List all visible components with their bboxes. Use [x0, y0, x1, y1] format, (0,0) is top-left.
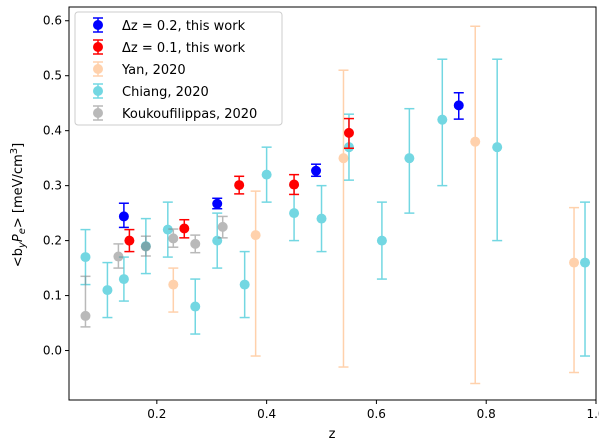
legend-entry: Koukoufilippas, 2020: [93, 105, 257, 122]
series-group: [124, 117, 354, 253]
data-point: [102, 285, 113, 296]
legend-entry: Δz = 0.2, this work: [93, 17, 246, 34]
data-point: [118, 274, 129, 285]
data-point: [239, 279, 250, 290]
plot-frame: [68, 6, 597, 401]
legend-marker: [93, 39, 103, 55]
legend-label: Δz = 0.1, this work: [122, 41, 246, 56]
data-point: [234, 180, 245, 191]
y-tick-label: 0.1: [43, 289, 62, 303]
legend-label: Δz = 0.2, this work: [122, 19, 246, 34]
data-point: [343, 127, 354, 138]
data-point: [124, 235, 135, 246]
legend-marker: [93, 17, 103, 33]
series-group: [80, 215, 228, 328]
series-group: [168, 25, 580, 385]
data-point: [261, 169, 272, 180]
x-tick-label: 0.2: [147, 407, 166, 421]
data-point: [580, 257, 591, 268]
legend-entry: Δz = 0.1, this work: [93, 39, 246, 56]
data-point: [140, 241, 151, 252]
data-point: [168, 233, 179, 244]
legend-marker: [93, 83, 103, 99]
data-point: [162, 224, 173, 235]
series-group: [118, 91, 464, 229]
data-point: [168, 279, 179, 290]
x-tick-label: 0.8: [477, 407, 496, 421]
data-point: [453, 100, 464, 111]
data-point: [217, 221, 228, 232]
data-point: [376, 235, 387, 246]
y-tick-label: 0.4: [43, 124, 62, 138]
legend-label: Koukoufilippas, 2020: [122, 107, 257, 122]
data-point: [80, 310, 91, 321]
y-tick-label: 0.3: [43, 179, 62, 193]
data-point: [80, 252, 91, 263]
x-tick-label: 0.4: [257, 407, 276, 421]
data-point: [113, 251, 124, 262]
legend-marker: [93, 105, 103, 121]
legend-label: Yan, 2020: [121, 63, 186, 78]
y-tick-label: 0.5: [43, 69, 62, 83]
series-layer: [80, 25, 591, 385]
data-point: [289, 208, 300, 219]
legend-entry: Yan, 2020: [93, 61, 186, 78]
x-axis-label: z: [329, 427, 336, 442]
data-point: [569, 257, 580, 268]
x-tick-label: 1.0: [586, 407, 599, 421]
data-point: [212, 198, 223, 209]
data-point: [338, 153, 349, 164]
data-point: [250, 230, 261, 241]
y-tick-label: 0.2: [43, 234, 62, 248]
y-tick-label: 0.6: [43, 14, 62, 28]
legend: Δz = 0.2, this work Δz = 0.1, this work Ya…: [74, 11, 283, 126]
y-tick-label: 0.0: [43, 344, 62, 358]
data-point: [190, 301, 201, 312]
data-point: [492, 142, 503, 153]
data-point: [118, 211, 129, 222]
legend-marker: [93, 61, 103, 77]
data-point: [437, 114, 448, 125]
data-point: [470, 136, 481, 147]
data-point: [311, 165, 322, 176]
data-point: [404, 153, 415, 164]
data-point: [179, 223, 190, 234]
data-point: [316, 213, 327, 224]
y-axis: 0.0 0.1 0.2 0.3 0.4 0.5 0.6: [43, 14, 69, 358]
legend-label: Chiang, 2020: [122, 85, 209, 100]
data-point: [212, 235, 223, 246]
x-tick-label: 0.6: [367, 407, 386, 421]
x-axis: 0.2 0.4 0.6 0.8 1.0: [147, 400, 599, 421]
y-axis-label: <byPe> [meV/cm3]: [9, 143, 28, 267]
data-point: [289, 179, 300, 190]
data-point: [190, 238, 201, 249]
legend-entry: Chiang, 2020: [93, 83, 209, 100]
legend-box: [74, 11, 283, 126]
